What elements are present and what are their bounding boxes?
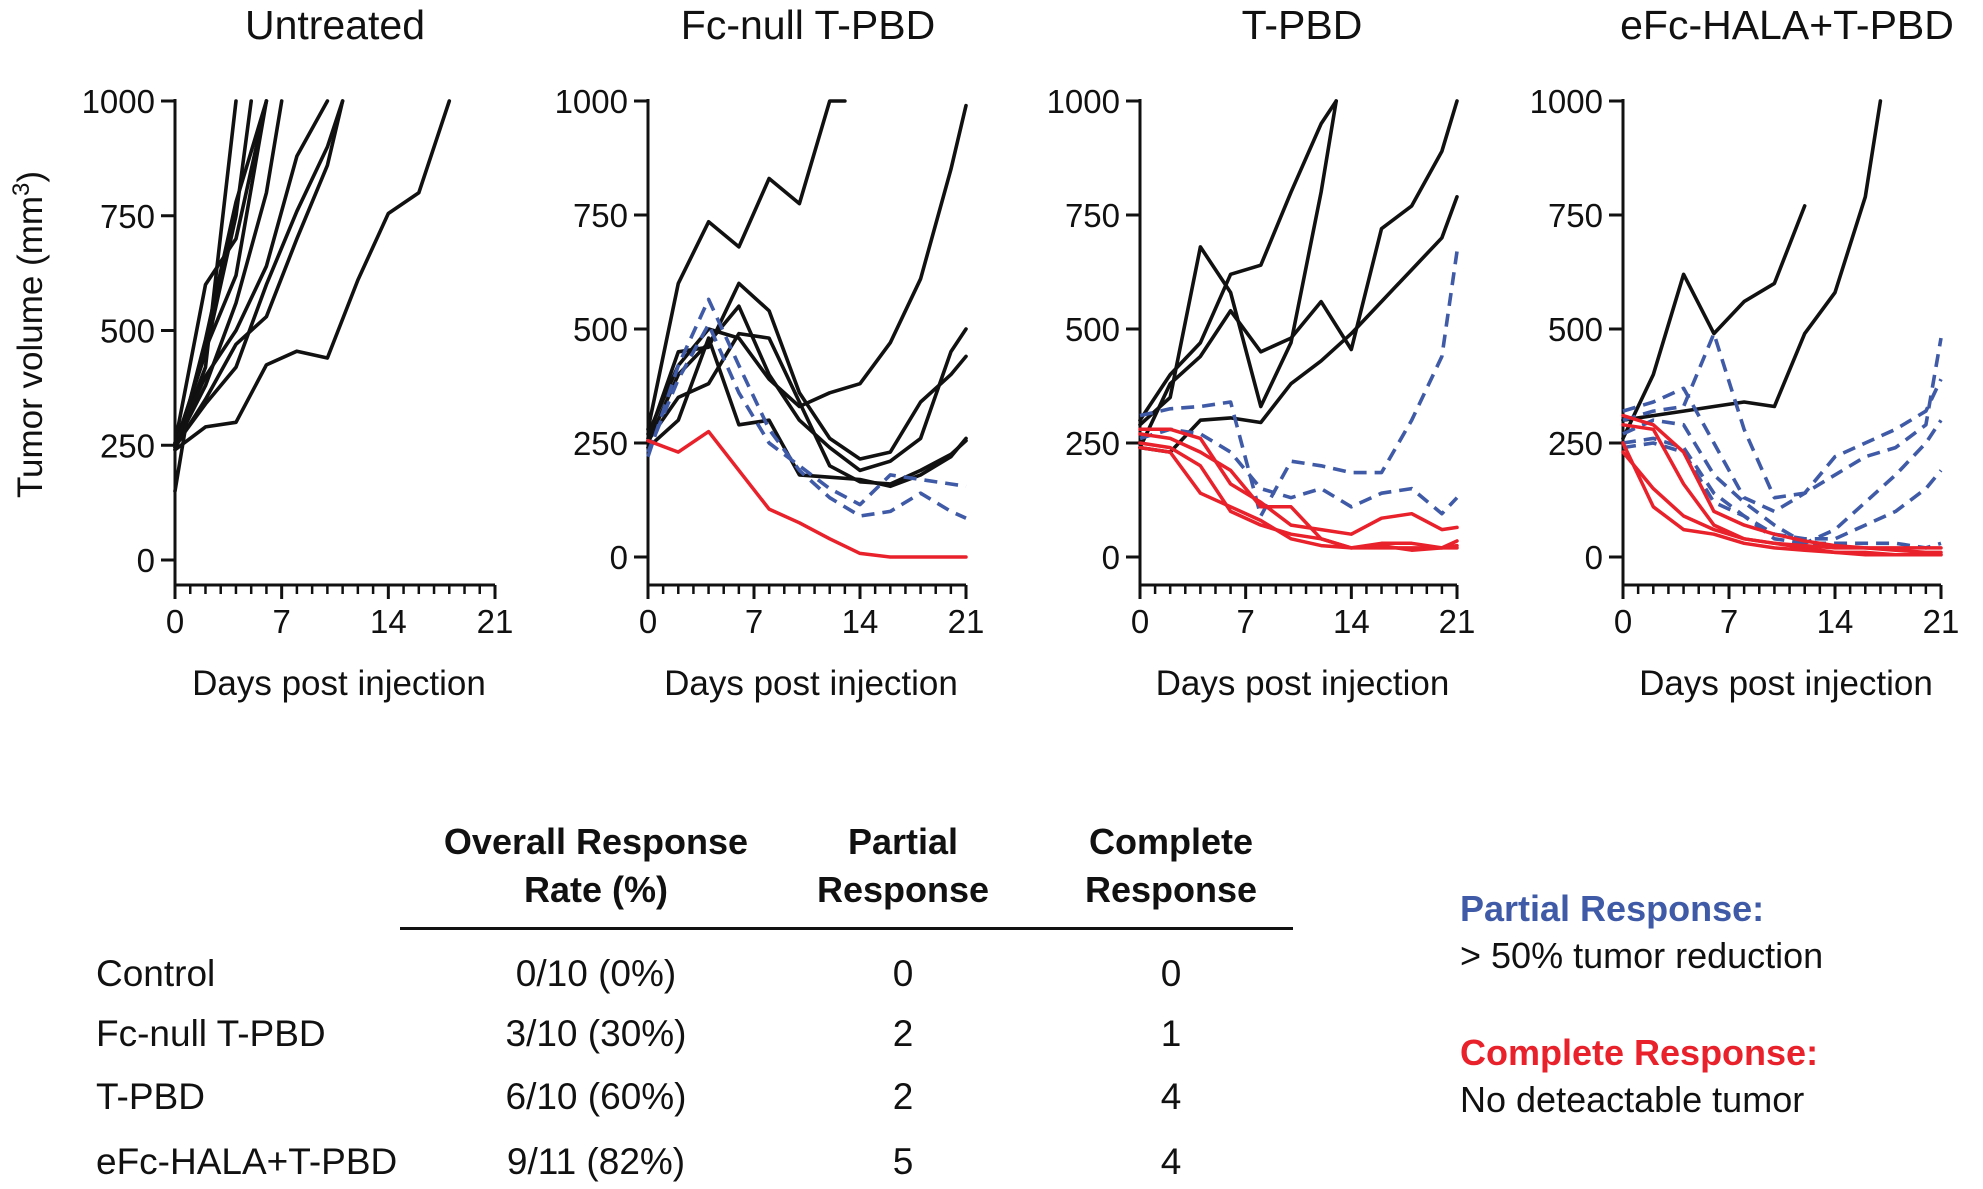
series-line-nonresponder [173, 99, 452, 452]
series-line-complete [1621, 441, 1943, 557]
y-tick-label: 0 [1585, 539, 1603, 576]
series-line-complete [1138, 445, 1459, 552]
y-tick-label: 750 [1065, 197, 1120, 234]
series-line-partial [1622, 441, 1942, 550]
y-tick-label: 250 [1548, 425, 1603, 462]
series-line-nonresponder [646, 336, 968, 489]
y-tick-label: 1000 [1530, 83, 1603, 120]
x-tick-label: 0 [1131, 603, 1149, 640]
series-line-complete [1621, 413, 1943, 550]
series-line-complete [1138, 441, 1459, 550]
y-tick-label: 750 [1548, 197, 1603, 234]
series-line-partial [1622, 418, 1943, 546]
series-line-nonresponder [646, 331, 968, 486]
y-tick-label: 750 [573, 197, 628, 234]
x-tick-label: 14 [1333, 603, 1370, 640]
series-line-partial [646, 297, 967, 520]
series-line-nonresponder [173, 99, 284, 448]
x-tick-label: 14 [842, 603, 879, 640]
chart-panel-1: Untreated 0 250 500 750 1000 0 7 14 21 Days post i… [8, 2, 514, 703]
y-tick-label: 250 [1065, 425, 1120, 462]
chart-title: eFc-HALA+T-PBD [1620, 2, 1954, 48]
y-tick-label: 500 [573, 311, 628, 348]
y-tick-label: 250 [573, 425, 628, 462]
series-line-partial [1622, 378, 1943, 514]
y-tick-label: 1000 [1047, 83, 1120, 120]
legend-partial-title: Partial Response: [1460, 888, 1765, 929]
x-tick-label: 14 [370, 603, 407, 640]
legend-partial-text: > 50% tumor reduction [1460, 935, 1824, 976]
series-line-nonresponder [1621, 204, 1807, 441]
x-tick-label: 21 [477, 603, 514, 640]
series-line-nonresponder [173, 99, 345, 448]
x-tick-label: 14 [1817, 603, 1854, 640]
series-line-complete [1621, 450, 1943, 555]
chart-panel-3: T-PBD 0 250 500 750 1000 0 7 14 21 Days post injec… [1047, 2, 1476, 703]
series-line-complete [1138, 427, 1459, 536]
series-line-nonresponder [1138, 99, 1459, 450]
chart-panel-4: eFc-HALA+T-PBD 0 250 500 750 1000 0 7 14 21 Days p… [1530, 2, 1960, 703]
y-tick-label: 500 [100, 313, 155, 350]
y-tick-label: 500 [1548, 311, 1603, 348]
x-tick-label: 21 [1923, 603, 1960, 640]
legend-complete-title: Complete Response: [1460, 1032, 1819, 1073]
y-tick-label: 0 [1102, 539, 1120, 576]
chart-title: Untreated [245, 2, 425, 48]
series-line-nonresponder [173, 99, 330, 445]
y-tick-label: 1000 [82, 83, 155, 120]
series-line-nonresponder [173, 99, 345, 450]
legend-complete-text: No deteactable tumor [1460, 1079, 1805, 1120]
y-tick-label: 0 [137, 542, 155, 579]
series-line-partial [1622, 331, 1943, 500]
series-line-complete [1138, 432, 1459, 550]
x-tick-label: 7 [1720, 603, 1738, 640]
series-line-partial [1139, 427, 1459, 516]
series-line-partial [1622, 436, 1943, 541]
series-line-nonresponder [646, 103, 968, 436]
series-line-nonresponder [173, 99, 269, 493]
x-tick-label: 0 [166, 603, 184, 640]
series-line-nonresponder [1621, 99, 1883, 423]
y-tick-label: 1000 [555, 83, 628, 120]
y-tick-label: 500 [1065, 311, 1120, 348]
x-axis-label: Days post injection [192, 664, 486, 703]
series-line-partial [646, 322, 967, 507]
y-axis-label-superscript: 3 [8, 183, 35, 196]
y-tick-label: 750 [100, 198, 155, 235]
chart-title: T-PBD [1242, 2, 1363, 48]
x-tick-label: 21 [1439, 603, 1476, 640]
x-axis-label: Days post injection [1639, 664, 1933, 703]
x-tick-label: 7 [1236, 603, 1254, 640]
x-axis-label: Days post injection [664, 664, 958, 703]
y-tick-label: 0 [610, 539, 628, 576]
x-tick-label: 21 [948, 603, 985, 640]
series-line-nonresponder [173, 99, 269, 445]
x-tick-label: 0 [639, 603, 657, 640]
y-axis-label: Tumor volume (mm3) [8, 171, 51, 498]
x-tick-label: 0 [1614, 603, 1632, 640]
chart-title: Fc-null T-PBD [681, 2, 935, 48]
chart-panel-2: Fc-null T-PBD 0 250 500 750 1000 0 7 14 21 Days po… [555, 2, 985, 703]
series-line-nonresponder [1138, 195, 1459, 454]
series-line-complete [646, 429, 968, 559]
x-tick-label: 7 [745, 603, 763, 640]
x-tick-label: 7 [272, 603, 290, 640]
x-axis-label: Days post injection [1156, 664, 1450, 703]
y-tick-label: 250 [100, 427, 155, 464]
series-line-nonresponder [646, 99, 847, 432]
series-line-nonresponder [1138, 99, 1338, 427]
